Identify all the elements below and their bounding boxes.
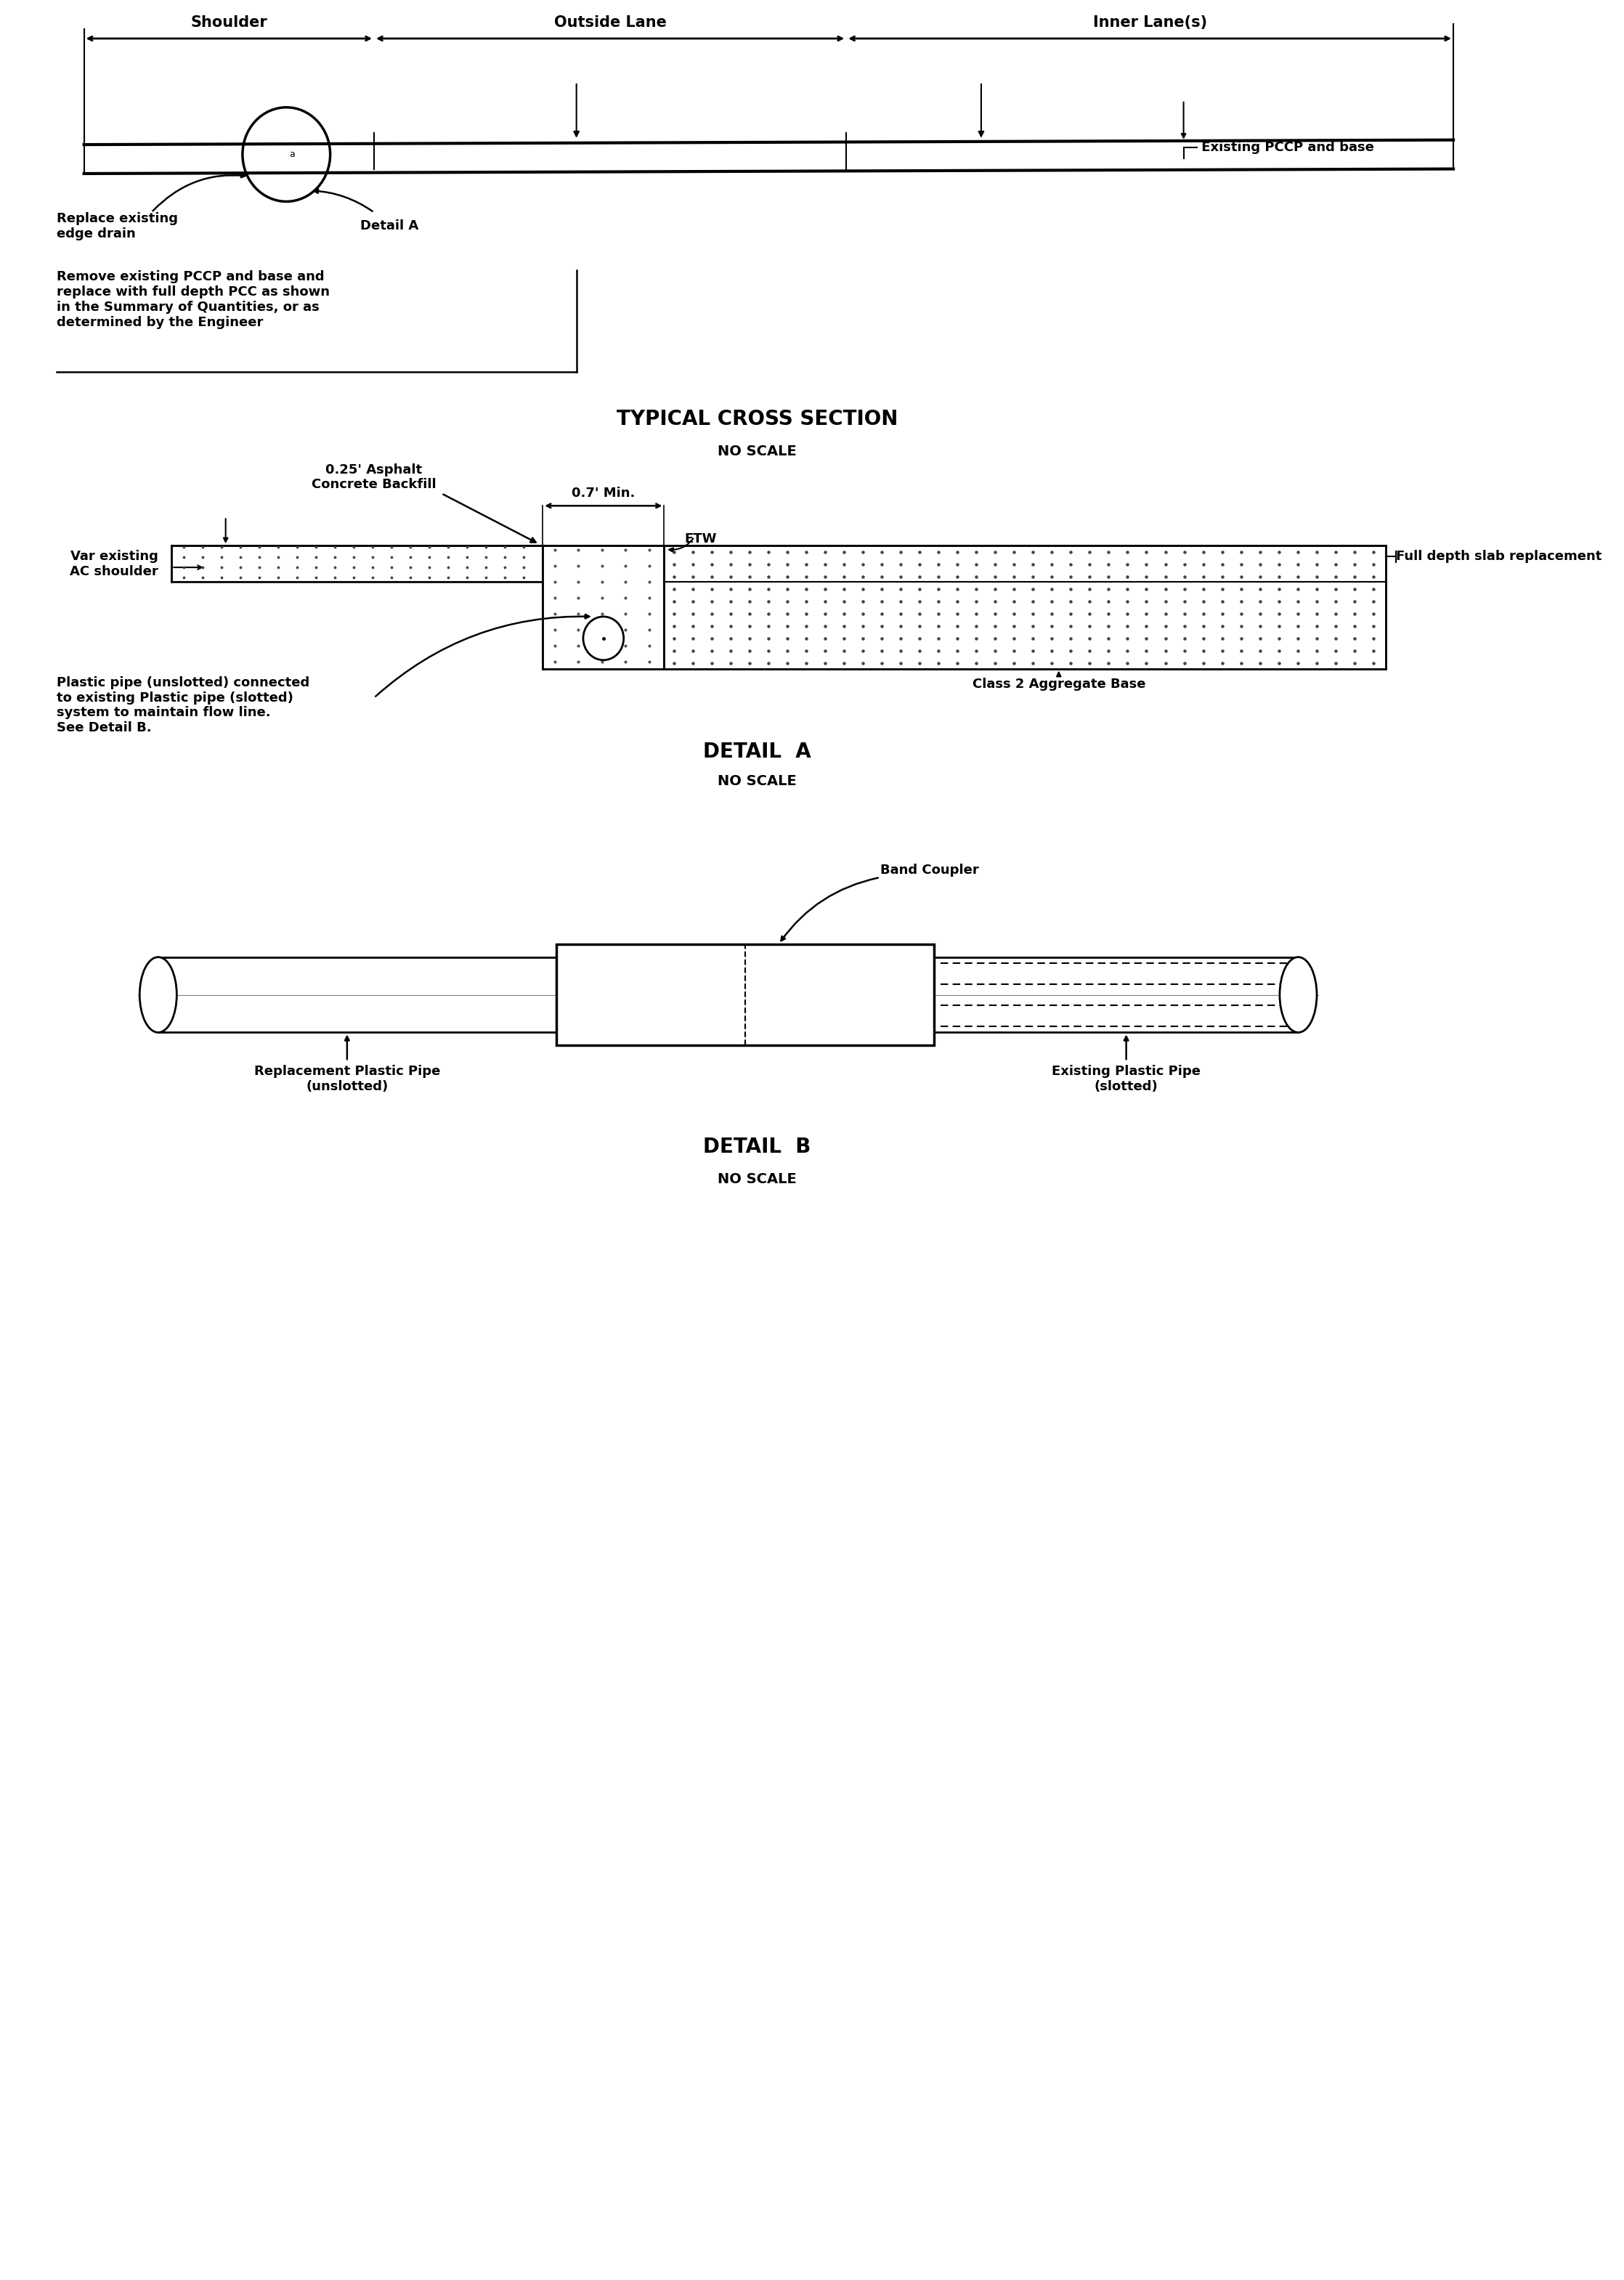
Text: DETAIL  B: DETAIL B [703, 1138, 810, 1156]
Text: Replace existing
edge drain: Replace existing edge drain [57, 212, 179, 242]
Text: Plastic pipe (unslotted) connected
to existing Plastic pipe (slotted)
system to : Plastic pipe (unslotted) connected to ex… [57, 675, 310, 734]
Text: Remove existing PCCP and base and
replace with full depth PCC as shown
in the Su: Remove existing PCCP and base and replac… [57, 271, 330, 328]
Text: Existing PCCP and base: Existing PCCP and base [1197, 141, 1374, 153]
Ellipse shape [140, 958, 177, 1033]
Text: Replacement Plastic Pipe
(unslotted): Replacement Plastic Pipe (unslotted) [253, 1065, 440, 1092]
Ellipse shape [1280, 958, 1317, 1033]
Text: Var existing
AC shoulder: Var existing AC shoulder [70, 549, 158, 577]
Bar [664, 545, 1385, 668]
Text: a: a [289, 150, 294, 160]
Text: Class 2 Aggregate Base: Class 2 Aggregate Base [973, 677, 1145, 691]
Text: Existing Plastic Pipe
(slotted): Existing Plastic Pipe (slotted) [1052, 1065, 1200, 1092]
Text: 0.7' Min.: 0.7' Min. [572, 488, 635, 499]
Bar [555, 944, 934, 1047]
Text: NO SCALE: NO SCALE [718, 445, 797, 458]
Text: Full depth slab replacement: Full depth slab replacement [1397, 549, 1601, 563]
Text: Shoulder: Shoulder [190, 16, 268, 30]
Text: Outside Lane: Outside Lane [554, 16, 666, 30]
Bar [542, 545, 664, 668]
Text: ETW: ETW [684, 534, 716, 545]
Text: 0.25' Asphalt
Concrete Backfill: 0.25' Asphalt Concrete Backfill [312, 463, 437, 490]
Bar [172, 545, 542, 581]
Text: NO SCALE: NO SCALE [718, 1172, 797, 1186]
Text: Band Coupler: Band Coupler [880, 864, 979, 878]
Text: TYPICAL CROSS SECTION: TYPICAL CROSS SECTION [617, 408, 898, 429]
Text: NO SCALE: NO SCALE [718, 775, 797, 789]
Circle shape [583, 616, 624, 661]
Text: Detail A: Detail A [361, 219, 419, 233]
Text: DETAIL  A: DETAIL A [703, 741, 812, 762]
Text: Inner Lane(s): Inner Lane(s) [1093, 16, 1207, 30]
